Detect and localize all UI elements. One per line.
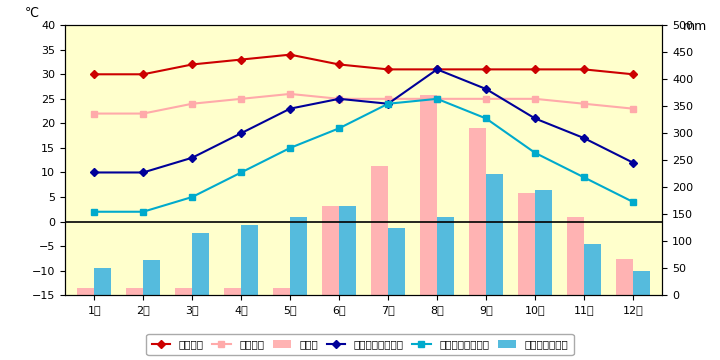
最高気温	[90, 72, 99, 76]
Bar	[633, 271, 650, 295]
最低気温	[629, 107, 637, 111]
最低気温（東京）	[629, 200, 637, 204]
最低気温	[188, 102, 197, 106]
最低気温	[531, 97, 539, 101]
Bar	[616, 259, 633, 295]
最高気温（東京）	[237, 131, 246, 135]
最低気温（東京）	[580, 175, 588, 180]
Bar	[77, 288, 94, 295]
最低気温（東京）	[286, 146, 294, 150]
Bar	[584, 244, 601, 295]
Line: 最低気温: 最低気温	[91, 91, 636, 116]
Bar	[273, 288, 290, 295]
最高気温（東京）	[482, 87, 490, 91]
Bar	[371, 166, 388, 295]
最高気温	[384, 67, 392, 72]
最高気温（東京）	[139, 170, 148, 175]
最低気温（東京）	[433, 97, 441, 101]
Bar	[339, 206, 356, 295]
Y-axis label: ℃: ℃	[25, 7, 39, 20]
Bar	[175, 288, 192, 295]
Bar	[224, 288, 241, 295]
Y-axis label: mm: mm	[683, 20, 707, 33]
最低気温（東京）	[335, 126, 343, 130]
Bar	[322, 206, 339, 295]
最高気温	[531, 67, 539, 72]
最低気温	[384, 97, 392, 101]
最高気温	[335, 62, 343, 67]
Line: 最高気温: 最高気温	[91, 52, 636, 77]
最低気温	[90, 111, 99, 116]
最低気温（東京）	[188, 195, 197, 199]
Bar	[290, 217, 307, 295]
最高気温	[237, 57, 246, 62]
最高気温	[629, 72, 637, 76]
Bar	[388, 228, 405, 295]
最高気温	[139, 72, 148, 76]
最低気温（東京）	[531, 151, 539, 155]
Bar	[192, 233, 210, 295]
最高気温（東京）	[90, 170, 99, 175]
Bar	[420, 95, 437, 295]
Bar	[437, 217, 454, 295]
最高気温	[433, 67, 441, 72]
最低気温	[237, 97, 246, 101]
最高気温	[580, 67, 588, 72]
最低気温	[286, 92, 294, 96]
最低気温（東京）	[90, 210, 99, 214]
Bar	[567, 217, 584, 295]
Bar	[535, 190, 552, 295]
Legend: 最高気温, 最低気温, 降水量, 最高気温（東京）, 最低気温（東京）, 降水量（東京）: 最高気温, 最低気温, 降水量, 最高気温（東京）, 最低気温（東京）, 降水量…	[146, 334, 574, 355]
最高気温	[286, 53, 294, 57]
Bar	[241, 225, 258, 295]
Bar	[143, 260, 161, 295]
Bar	[469, 128, 486, 295]
最低気温	[433, 97, 441, 101]
Bar	[126, 288, 143, 295]
Line: 最高気温（東京）: 最高気温（東京）	[91, 67, 636, 175]
最低気温（東京）	[482, 116, 490, 121]
Line: 最低気温（東京）: 最低気温（東京）	[91, 96, 636, 215]
最低気温	[139, 111, 148, 116]
Bar	[486, 174, 503, 295]
最低気温（東京）	[237, 170, 246, 175]
最低気温（東京）	[384, 102, 392, 106]
最高気温（東京）	[629, 161, 637, 165]
最高気温	[188, 62, 197, 67]
最高気温（東京）	[531, 116, 539, 121]
最低気温（東京）	[139, 210, 148, 214]
最高気温（東京）	[335, 97, 343, 101]
最高気温（東京）	[188, 156, 197, 160]
最高気温（東京）	[433, 67, 441, 72]
最低気温	[482, 97, 490, 101]
最高気温（東京）	[384, 102, 392, 106]
最低気温	[580, 102, 588, 106]
最低気温	[335, 97, 343, 101]
最高気温（東京）	[580, 136, 588, 140]
最高気温（東京）	[286, 107, 294, 111]
Bar	[518, 193, 535, 295]
最高気温	[482, 67, 490, 72]
Bar	[94, 268, 112, 295]
